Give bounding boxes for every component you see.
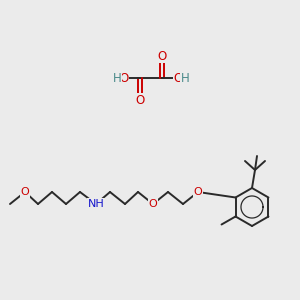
Text: O: O	[158, 50, 166, 62]
Text: H: H	[112, 71, 122, 85]
Text: O: O	[21, 187, 29, 197]
Text: O: O	[173, 71, 183, 85]
Text: O: O	[148, 199, 158, 209]
Text: H: H	[181, 71, 189, 85]
Text: O: O	[119, 71, 129, 85]
Text: NH: NH	[88, 199, 104, 209]
Text: O: O	[135, 94, 145, 106]
Text: O: O	[194, 187, 202, 197]
